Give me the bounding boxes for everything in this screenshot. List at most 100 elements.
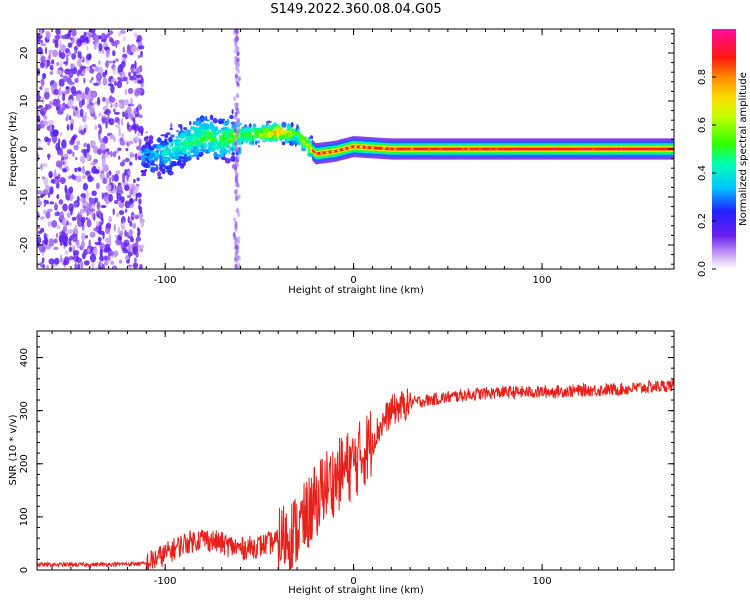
spectrogram-cell [140,51,143,58]
spectrogram-cell [136,240,139,248]
spectrogram-cell [258,145,260,147]
spectrogram-cell [98,237,102,242]
spectrogram-cell [118,120,120,125]
spectrogram-cell [62,93,65,101]
spectrogram-cell [109,216,112,223]
spectrogram-cell [159,146,161,152]
spectrogram-cell [212,126,218,128]
spectrogram-cell [113,67,116,75]
spectrogram-cell [172,161,176,166]
spectrogram-cell [144,162,148,167]
spectrogram-cell [190,141,194,144]
spectrogram-cell [146,156,151,158]
spectrogram-cell [87,66,89,71]
spectrogram-cell [234,240,237,245]
spectrogram-cell [110,97,115,103]
spectrogram-cell [132,214,137,217]
spectrogram-cell [135,136,139,141]
spectrogram-cell [181,148,185,151]
spectrogram-cell [129,98,132,102]
spectrogram-cell [81,209,85,213]
spectrogram-cell [72,234,78,242]
spectrogram-cell [444,148,447,150]
spectrogram-cell [235,73,238,78]
spectrogram-cell [234,245,237,250]
spectrogram-cell [608,148,611,150]
x-tick-label: 100 [533,275,552,286]
spectrogram-cell [248,135,252,140]
spectrogram-cell [140,221,144,228]
spectrogram-cell [194,140,200,145]
spectrogram-cell [59,235,63,242]
spectrogram-cell [69,186,73,193]
spectrogram-cell [170,123,172,129]
spectrogram-cell [87,143,91,152]
spectrogram-cell [213,145,216,151]
spectrogram-cell [98,43,102,51]
spectrogram-cell [43,209,46,214]
spectrogram-cell [46,265,50,272]
spectrogram-cell [52,129,58,136]
spectrogram-cell [145,158,148,162]
spectrogram-cell [87,152,90,160]
spectrogram-cell [137,80,143,84]
spectrogram-cell [95,125,98,130]
spectrogram-cell [48,154,50,161]
spectrogram-cell [106,172,110,179]
spectrogram-cell [102,158,106,165]
spectrogram-cell [45,185,50,191]
spectrogram-cell [124,185,129,192]
spectrogram-cell [149,148,154,150]
spectrogram-cell [236,127,239,132]
spectrogram-cell [93,34,98,43]
spectrogram-cell [218,130,221,132]
spectrogram-cell [104,47,110,50]
x-tick-label: -100 [154,576,177,587]
spectrogram-cell [81,233,85,242]
spectrogram-cell [490,148,493,150]
spectrogram-cell [42,97,44,104]
spectrogram-cell [107,113,109,117]
y-tick-label: 300 [19,401,30,420]
spectrogram-cell [61,140,67,149]
spectrogram-cell [124,101,129,106]
spectrogram-cell [120,141,125,146]
spectrogram-cell [235,157,238,162]
spectrogram-cell [136,88,142,93]
spectrogram-cell [104,244,110,251]
spectrogram-cell [132,223,136,229]
spectrogram-cell [183,127,187,130]
spectrogram-cell [216,146,219,151]
spectrogram-cell [138,55,141,59]
spectrogram-cell [60,52,66,59]
spectrogram-cell [371,147,374,149]
spectrogram-cell [168,171,174,176]
spectrogram-cell [119,210,124,215]
spectrogram-cell [41,163,47,167]
spectrogram-cell [529,148,532,150]
spectrogram-cell [461,148,464,150]
spectrogram-cell [299,134,304,139]
spectrogram-cell [236,208,239,213]
spectrogram-cell [77,263,80,271]
spectrogram-cell [56,194,59,199]
spectrogram-cell [106,99,108,107]
spectrogram-cell [125,209,128,213]
spectrogram-cell [148,146,152,148]
spectrogram-cell [65,250,69,255]
spectrogram-cell [99,113,102,117]
spectrogram-cell [116,170,121,174]
spectrogram-cell [44,91,50,99]
spectrogram-cell [128,72,131,78]
spectrogram-cell [64,256,70,265]
spectrogram-cell [234,257,237,262]
spectrogram-cell [114,174,119,182]
spectrogram-cell [55,39,58,47]
spectrogram-cell [115,58,119,62]
spectrogram-cell [586,148,589,150]
spectrogram-cell [113,208,115,215]
y-tick-label: -20 [19,237,30,253]
spectrogram-cell [221,151,225,157]
spectrogram-xlabel: Height of straight line (km) [288,285,424,296]
spectrogram-cell [74,225,77,234]
